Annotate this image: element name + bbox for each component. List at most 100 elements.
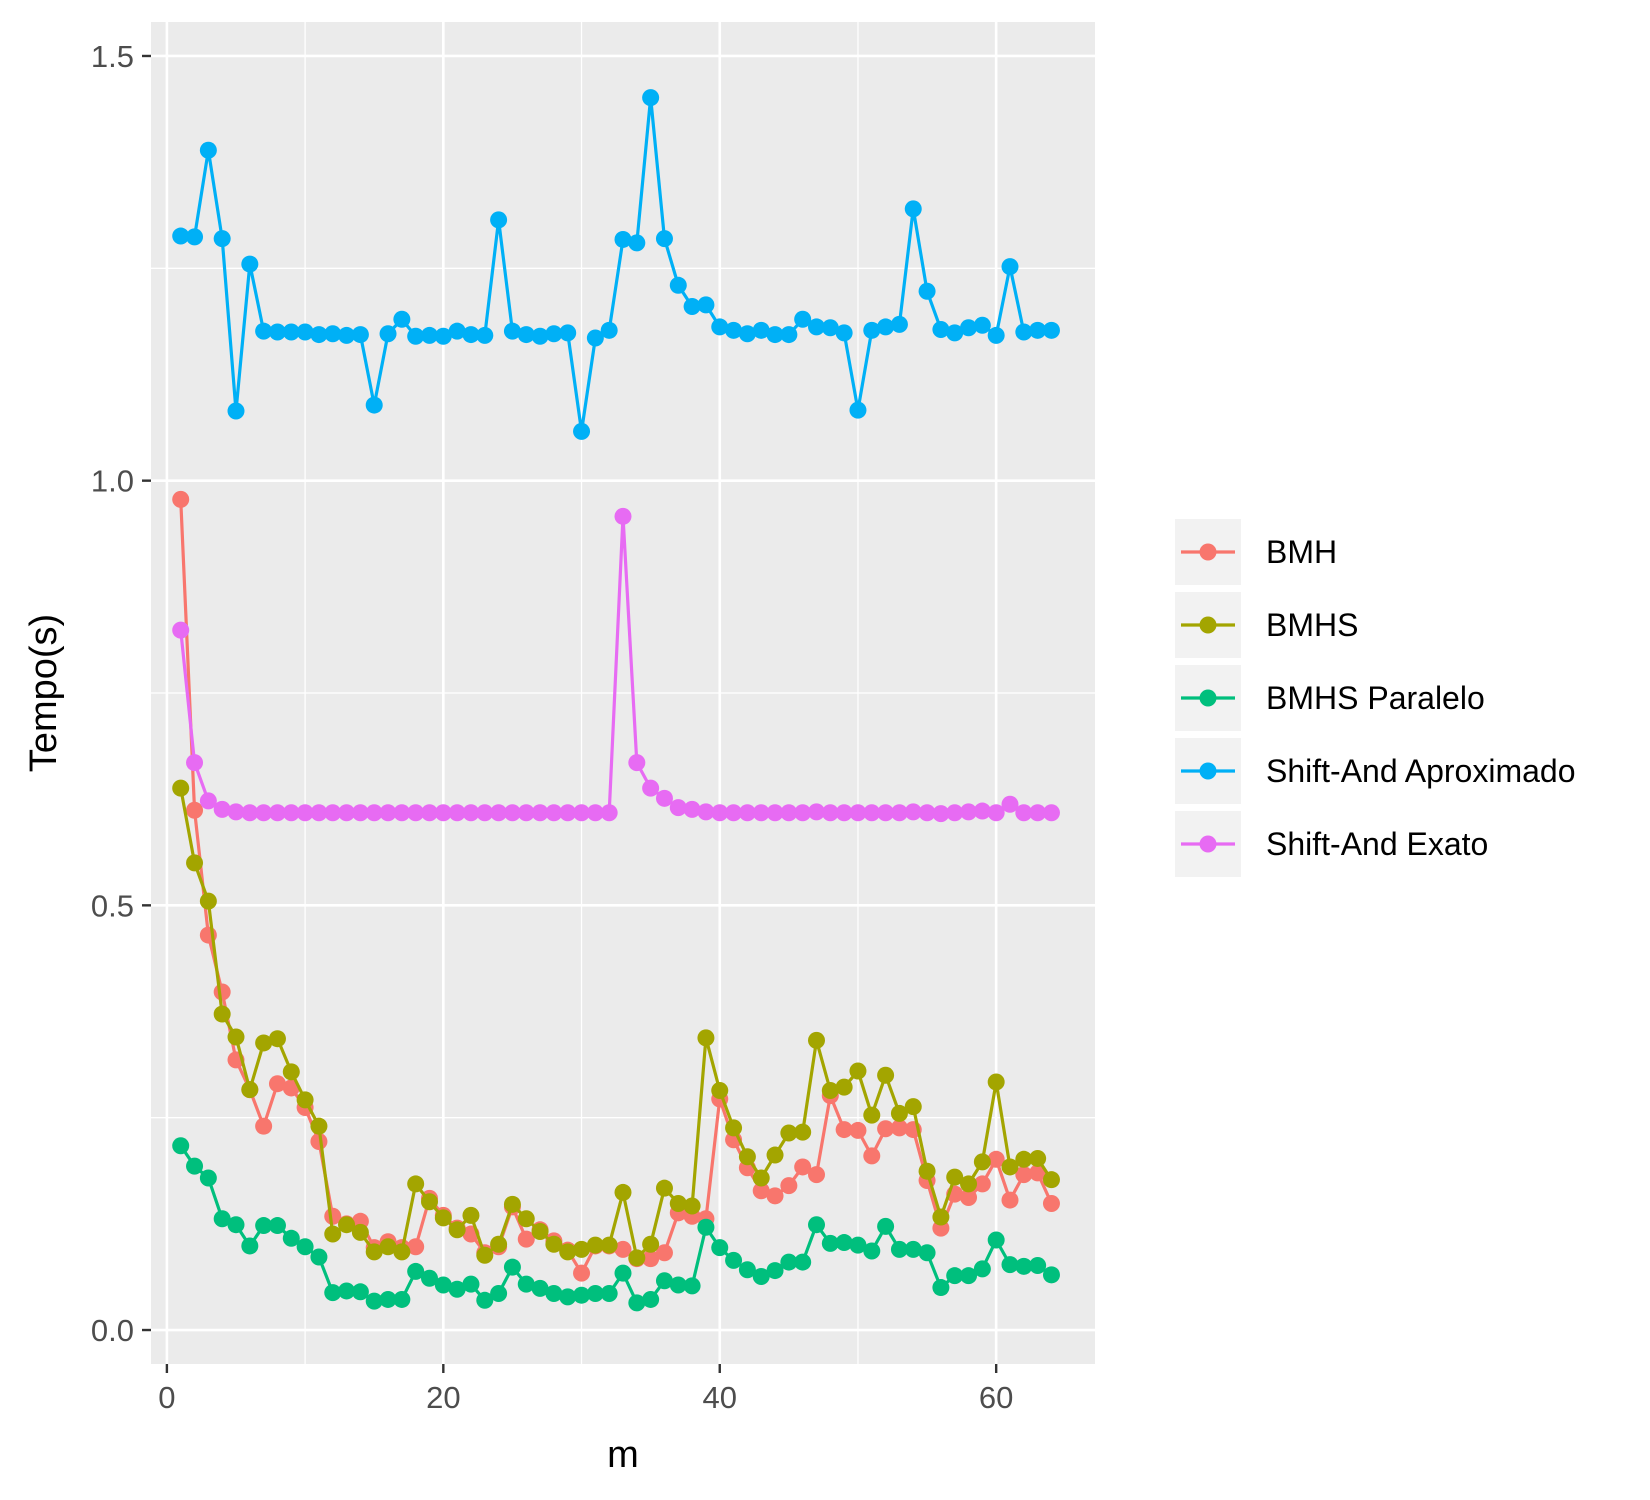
data-point-shift-and-aproximado bbox=[628, 234, 646, 252]
data-point-shift-and-exato bbox=[960, 803, 978, 821]
data-point-shift-and-exato bbox=[821, 804, 839, 822]
data-point-shift-and-aproximado bbox=[987, 326, 1005, 344]
data-point-shift-and-exato bbox=[545, 804, 563, 822]
data-point-bmh bbox=[1042, 1194, 1060, 1212]
data-point-shift-and-aproximado bbox=[863, 321, 881, 339]
data-point-bmhs-paralelo bbox=[573, 1286, 591, 1304]
data-point-shift-and-aproximado bbox=[683, 298, 701, 316]
series-bmhs bbox=[172, 779, 1060, 1267]
x-tick-label: 20 bbox=[426, 1380, 460, 1415]
data-point-bmhs-paralelo bbox=[752, 1268, 770, 1286]
data-point-bmhs bbox=[863, 1106, 881, 1124]
data-point-bmhs bbox=[669, 1194, 687, 1212]
data-point-bmhs-paralelo bbox=[545, 1285, 563, 1303]
data-point-bmhs bbox=[199, 892, 217, 910]
data-point-shift-and-exato bbox=[946, 804, 964, 822]
data-point-bmh bbox=[807, 1166, 825, 1184]
data-point-shift-and-exato bbox=[780, 804, 798, 822]
data-point-shift-and-aproximado bbox=[697, 296, 715, 314]
data-point-bmhs-paralelo bbox=[973, 1260, 991, 1278]
data-point-bmhs bbox=[421, 1193, 439, 1211]
data-point-bmhs-paralelo bbox=[268, 1217, 286, 1235]
data-point-bmh bbox=[1029, 1164, 1047, 1182]
data-point-bmhs bbox=[1015, 1150, 1033, 1168]
data-point-shift-and-aproximado bbox=[503, 322, 521, 340]
data-point-bmhs-paralelo bbox=[863, 1242, 881, 1260]
data-point-bmhs bbox=[1042, 1171, 1060, 1189]
data-point-bmhs-paralelo bbox=[628, 1294, 646, 1312]
data-point-shift-and-aproximado bbox=[932, 320, 950, 338]
data-point-shift-and-exato bbox=[849, 804, 867, 822]
data-point-bmhs bbox=[821, 1082, 839, 1100]
data-point-bmhs-paralelo bbox=[766, 1262, 784, 1280]
legend-key-point bbox=[1199, 762, 1217, 780]
data-point-shift-and-aproximado bbox=[711, 318, 729, 336]
data-point-shift-and-aproximado bbox=[310, 326, 328, 344]
data-point-bmhs bbox=[614, 1183, 632, 1201]
series-shift-and-aproximado bbox=[172, 89, 1060, 440]
data-point-bmhs-paralelo bbox=[600, 1285, 618, 1303]
data-point-bmhs-paralelo bbox=[407, 1262, 425, 1280]
data-point-shift-and-aproximado bbox=[241, 255, 259, 273]
data-point-bmhs bbox=[794, 1123, 812, 1141]
data-point-bmhs-paralelo bbox=[849, 1236, 867, 1254]
data-point-shift-and-aproximado bbox=[559, 324, 577, 342]
data-point-shift-and-aproximado bbox=[227, 402, 245, 420]
data-point-shift-and-exato bbox=[669, 799, 687, 817]
data-point-bmhs-paralelo bbox=[890, 1240, 908, 1258]
data-point-bmh bbox=[960, 1189, 978, 1207]
data-point-bmhs-paralelo bbox=[1029, 1256, 1047, 1274]
series-shift-and-exato bbox=[172, 507, 1060, 823]
legend-item: BMHS Paralelo bbox=[1175, 665, 1485, 731]
data-point-bmhs-paralelo bbox=[421, 1269, 439, 1287]
data-point-bmhs-paralelo bbox=[365, 1292, 383, 1310]
data-point-shift-and-exato bbox=[213, 800, 231, 818]
y-tick-label: 0.0 bbox=[91, 1313, 134, 1348]
data-point-bmhs-paralelo bbox=[614, 1264, 632, 1282]
data-point-shift-and-aproximado bbox=[642, 89, 660, 107]
data-point-bmhs bbox=[531, 1222, 549, 1240]
data-point-shift-and-aproximado bbox=[448, 322, 466, 340]
data-point-bmhs bbox=[448, 1221, 466, 1239]
data-point-shift-and-aproximado bbox=[600, 321, 618, 339]
legend-label: BMH bbox=[1266, 534, 1337, 570]
data-point-shift-and-exato bbox=[255, 804, 273, 822]
data-point-bmhs-paralelo bbox=[960, 1267, 978, 1285]
data-point-shift-and-exato bbox=[877, 804, 895, 822]
data-point-bmhs-paralelo bbox=[932, 1279, 950, 1297]
legend: BMH BMHS BMHS Paralelo Shift-And Aproximado… bbox=[1175, 519, 1576, 877]
data-point-shift-and-aproximado bbox=[780, 326, 798, 344]
data-point-shift-and-exato bbox=[503, 804, 521, 822]
data-point-bmhs bbox=[407, 1175, 425, 1193]
x-tick-label: 0 bbox=[158, 1380, 175, 1415]
data-point-shift-and-aproximado bbox=[586, 329, 604, 347]
data-point-bmhs bbox=[338, 1216, 356, 1234]
data-point-bmh bbox=[614, 1240, 632, 1258]
data-point-bmhs-paralelo bbox=[227, 1216, 245, 1234]
data-point-shift-and-aproximado bbox=[960, 319, 978, 337]
data-point-shift-and-exato bbox=[683, 800, 701, 818]
data-point-bmhs bbox=[255, 1034, 273, 1052]
data-point-shift-and-exato bbox=[199, 792, 217, 810]
data-point-bmhs bbox=[503, 1195, 521, 1213]
data-point-shift-and-exato bbox=[241, 804, 259, 822]
data-point-bmh bbox=[172, 490, 190, 508]
data-point-shift-and-aproximado bbox=[794, 310, 812, 328]
data-point-bmhs-paralelo bbox=[987, 1231, 1005, 1249]
data-point-bmh bbox=[849, 1121, 867, 1139]
data-point-bmh bbox=[1001, 1191, 1019, 1209]
data-point-shift-and-aproximado bbox=[614, 230, 632, 248]
data-point-bmhs-paralelo bbox=[186, 1157, 204, 1175]
legend-item: Shift-And Exato bbox=[1175, 811, 1488, 877]
data-point-bmhs-paralelo bbox=[448, 1280, 466, 1298]
data-point-shift-and-aproximado bbox=[1029, 321, 1047, 339]
data-point-bmhs bbox=[600, 1236, 618, 1254]
data-point-bmhs-paralelo bbox=[835, 1234, 853, 1252]
data-point-shift-and-exato bbox=[268, 804, 286, 822]
data-point-bmhs bbox=[573, 1240, 591, 1258]
data-point-shift-and-exato bbox=[766, 804, 784, 822]
data-point-bmhs bbox=[324, 1225, 342, 1243]
data-point-bmhs-paralelo bbox=[213, 1210, 231, 1228]
data-point-shift-and-exato bbox=[973, 802, 991, 820]
